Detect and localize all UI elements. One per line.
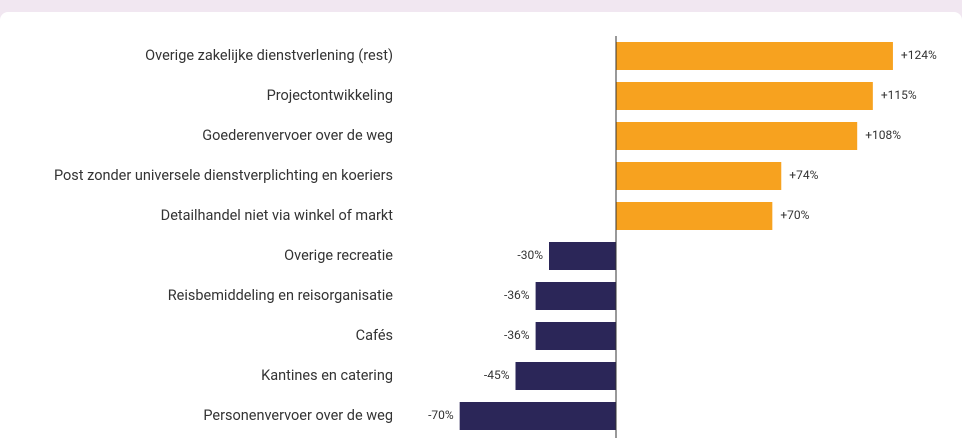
category-label: Reisbemiddeling en reisorganisatie (168, 287, 394, 304)
value-label: -45% (484, 368, 510, 382)
bar (535, 322, 616, 350)
value-label: -30% (517, 248, 543, 262)
category-label: Detailhandel niet via winkel of markt (161, 207, 394, 224)
value-label: +124% (901, 48, 937, 62)
value-label: +74% (789, 168, 818, 182)
category-label: Goederenvervoer over de weg (202, 127, 393, 144)
category-label: Personenvervoer over de weg (203, 407, 393, 424)
category-label: Overige recreatie (284, 247, 393, 264)
value-label: -70% (428, 408, 454, 422)
bar (616, 122, 858, 150)
category-label: Projectontwikkeling (267, 87, 393, 104)
bar (549, 242, 616, 270)
category-label: Cafés (356, 327, 393, 344)
bar (616, 162, 782, 190)
bar (535, 282, 616, 310)
bar (616, 82, 873, 110)
category-label: Post zonder universele dienstverplichtin… (54, 167, 393, 184)
bar (459, 402, 616, 430)
value-label: -36% (504, 328, 530, 342)
value-label: +108% (865, 128, 901, 142)
bar (515, 362, 616, 390)
category-label: Overige zakelijke dienstverlening (rest) (145, 47, 393, 64)
value-label: +70% (780, 208, 809, 222)
bar (616, 42, 893, 70)
value-label: +115% (881, 88, 917, 102)
category-label: Kantines en catering (261, 367, 393, 384)
value-label: -36% (504, 288, 530, 302)
bar (616, 202, 773, 230)
